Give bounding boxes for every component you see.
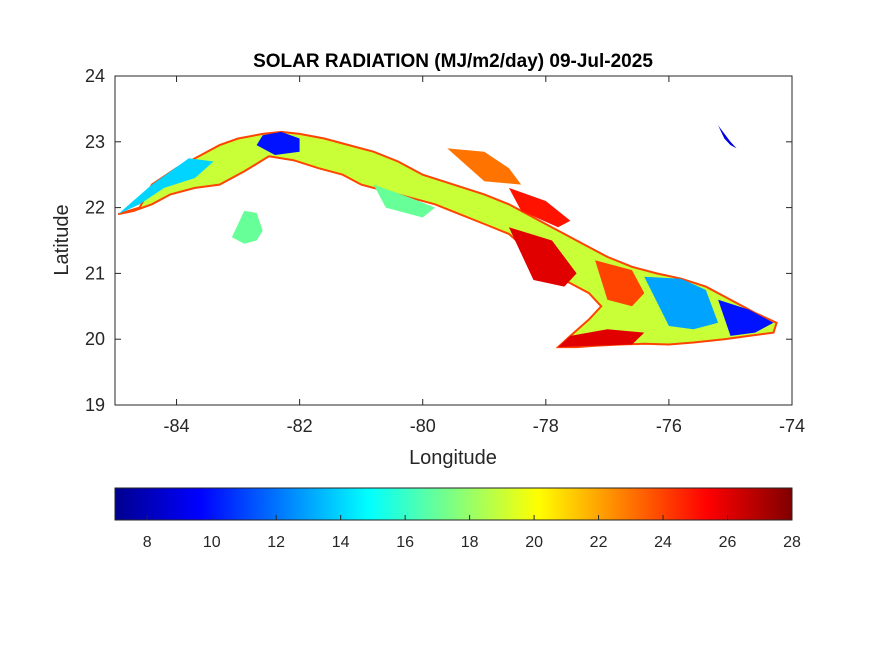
x-tick-label: -80 bbox=[410, 416, 436, 436]
region-las-tunas bbox=[595, 260, 645, 307]
colorbar-tick-label: 24 bbox=[654, 534, 672, 551]
x-axis-label: Longitude bbox=[409, 447, 497, 469]
colorbar: 8 10 12 14 16 18 20 22 24 26 28 bbox=[114, 487, 801, 551]
colorbar-tick-label: 22 bbox=[590, 534, 608, 551]
axes-box bbox=[114, 75, 793, 406]
region-camaguey-south bbox=[508, 227, 577, 287]
region-havana-area bbox=[256, 131, 300, 155]
x-tick-label: -76 bbox=[656, 416, 682, 436]
region-granma-coast bbox=[558, 329, 645, 348]
colorbar-gradient bbox=[114, 487, 793, 521]
region-holguin bbox=[644, 276, 719, 330]
y-tick-label: 21 bbox=[85, 263, 105, 283]
x-tick-label: -78 bbox=[533, 416, 559, 436]
region-camaguey-cays bbox=[508, 187, 571, 228]
colorbar-tick-label: 20 bbox=[525, 534, 543, 551]
y-tick-label: 24 bbox=[85, 66, 105, 86]
x-tick-label: -84 bbox=[164, 416, 190, 436]
colorbar-tick-label: 16 bbox=[396, 534, 414, 551]
chart-title: SOLAR RADIATION (MJ/m2/day) 09-Jul-2025 bbox=[253, 51, 653, 72]
region-isla-de-la-juventud bbox=[231, 210, 263, 244]
radiation-field bbox=[117, 125, 778, 349]
colorbar-tick-label: 8 bbox=[143, 534, 152, 551]
colorbar-tick-label: 10 bbox=[203, 534, 221, 551]
y-tick-label: 23 bbox=[85, 132, 105, 152]
y-tick-label: 20 bbox=[85, 329, 105, 349]
x-tick-label: -74 bbox=[779, 416, 805, 436]
x-axis: -84 -82 -80 -78 -76 -74 bbox=[164, 76, 805, 436]
region-pinar-del-rio-west bbox=[118, 158, 214, 215]
colorbar-tick-label: 28 bbox=[783, 534, 801, 551]
colorbar-tick-label: 18 bbox=[461, 534, 479, 551]
y-tick-label: 19 bbox=[85, 395, 105, 415]
map-axes: -84 -82 -80 -78 -76 -74 19 20 21 22 23 24 Longitud… bbox=[51, 66, 805, 469]
colorbar-tick-label: 26 bbox=[719, 534, 737, 551]
y-tick-label: 22 bbox=[85, 198, 105, 218]
colorbar-tick-label: 12 bbox=[267, 534, 285, 551]
colorbar-ticks: 8 10 12 14 16 18 20 22 24 26 28 bbox=[143, 515, 801, 551]
x-tick-label: -82 bbox=[287, 416, 313, 436]
colorbar-tick-label: 14 bbox=[332, 534, 350, 551]
y-axis-label: Latitude bbox=[51, 204, 73, 275]
region-cienfuegos-south bbox=[373, 184, 435, 218]
y-axis: 19 20 21 22 23 24 bbox=[85, 66, 792, 415]
region-guantanamo bbox=[718, 299, 774, 336]
region-villa-clara-north bbox=[447, 148, 522, 185]
plot-area bbox=[115, 76, 792, 405]
